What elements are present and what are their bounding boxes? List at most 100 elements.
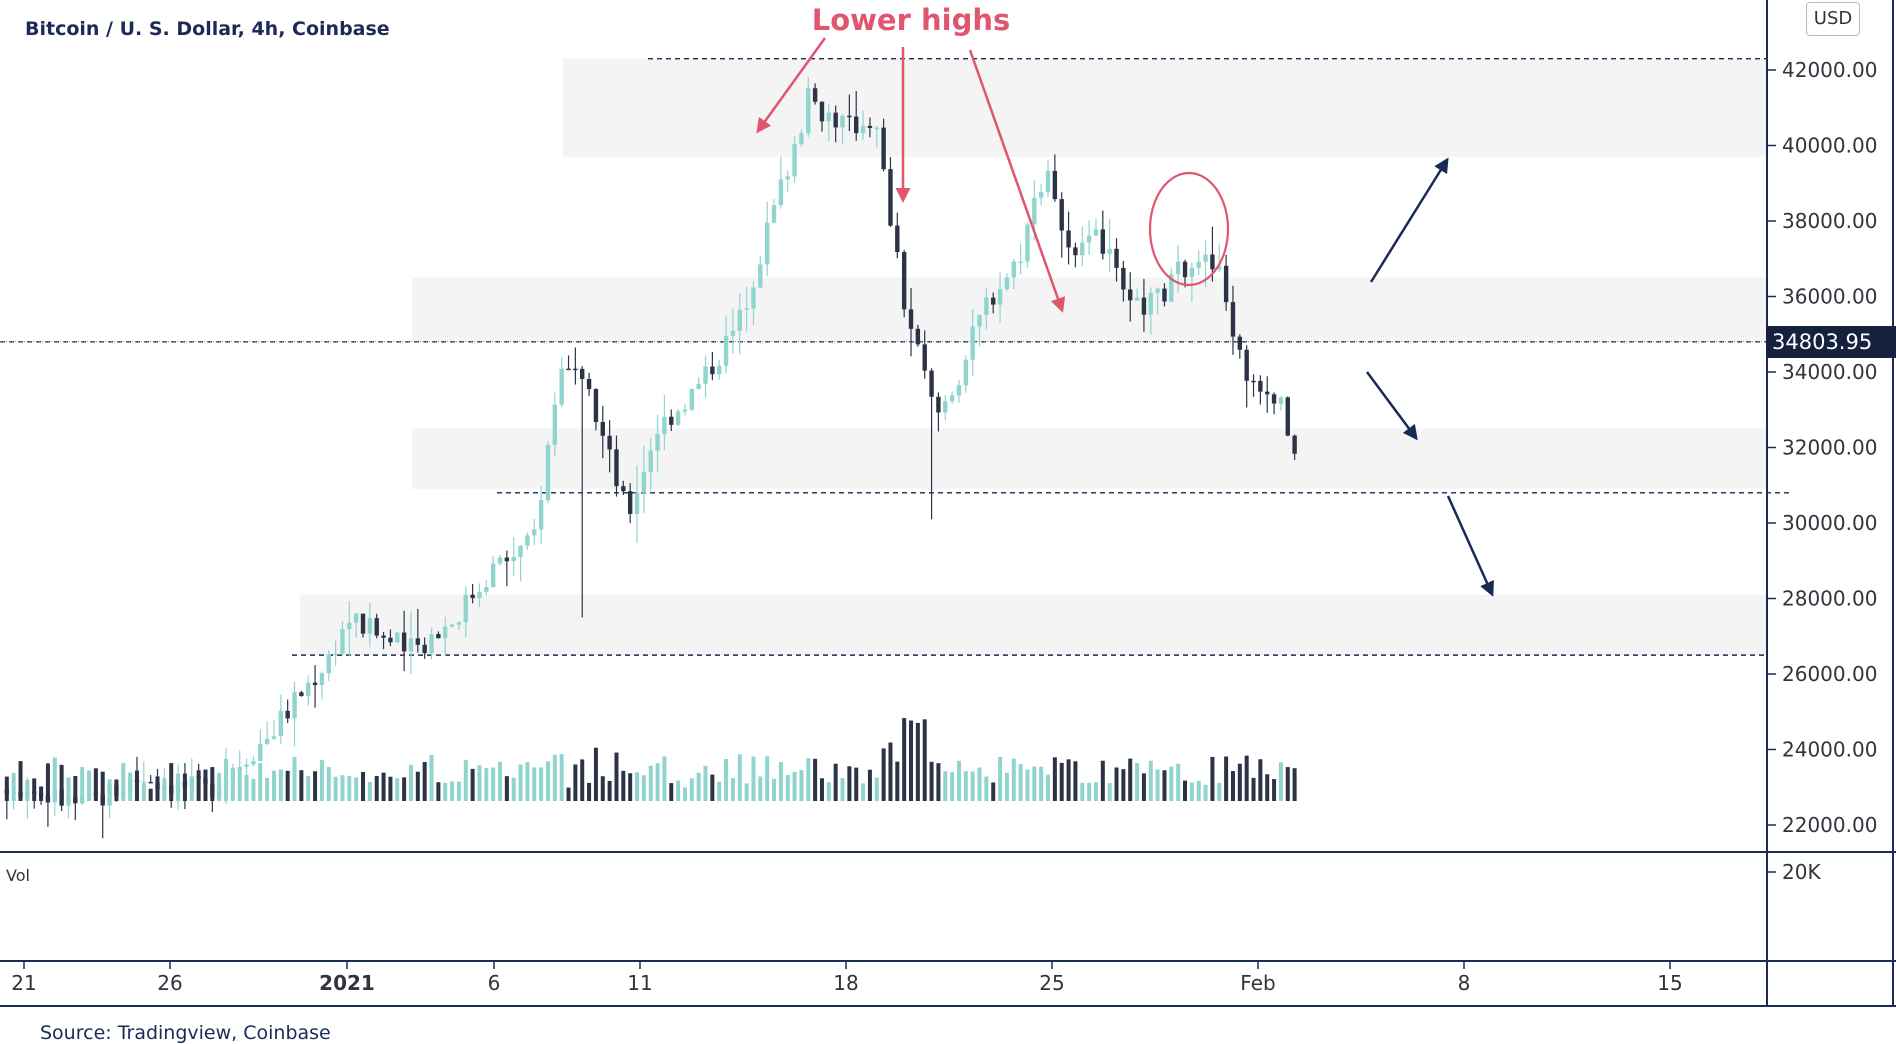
candle-body (395, 632, 400, 643)
candle-body (422, 644, 427, 654)
volume-bar (203, 769, 208, 801)
volume-bar (1073, 761, 1078, 801)
candle-body (443, 626, 448, 639)
candle-body (148, 781, 153, 784)
candle-body (806, 88, 811, 134)
x-tick-label: 18 (833, 971, 858, 995)
source-note: Source: Tradingview, Coinbase (40, 1022, 331, 1044)
volume-bar (936, 763, 941, 801)
x-tick-label: 25 (1039, 971, 1064, 995)
candle-body (888, 169, 893, 226)
volume-bar (655, 763, 660, 801)
volume-bar (80, 767, 85, 801)
candle-body (271, 736, 277, 739)
volume-bar (751, 756, 756, 801)
candle-body (991, 297, 996, 305)
volume-bar (361, 771, 366, 801)
volume-bar (265, 777, 270, 801)
volume-bar (155, 776, 160, 801)
chart-title: Bitcoin / U. S. Dollar, 4h, Coinbase (25, 18, 390, 40)
volume-bar (1121, 769, 1126, 801)
volume-bar (991, 782, 996, 801)
candle-body (847, 115, 852, 118)
volume-bar (915, 722, 920, 801)
volume-bar (210, 767, 215, 801)
y-tick-label: 28000.00 (1782, 587, 1877, 611)
volume-bar (230, 767, 235, 801)
volume-bar (1230, 771, 1235, 801)
volume-bar (415, 771, 420, 801)
lower-high-arrow-3 (968, 49, 1066, 313)
currency-button[interactable]: USD (1806, 2, 1860, 36)
lower-highs-label: Lower highs (812, 3, 1011, 37)
candle-body (1210, 254, 1215, 270)
candle-body (1217, 265, 1222, 270)
vol-tick-label: 20K (1782, 860, 1821, 884)
volume-bar (813, 758, 818, 801)
volume-bar (532, 767, 537, 801)
annotations: Lower highs (756, 3, 1494, 597)
volume-bar (881, 748, 886, 801)
candle-body (374, 618, 379, 636)
volume-bar (1292, 768, 1297, 801)
volume-bar (4, 776, 9, 801)
candle-body (1278, 397, 1284, 404)
candle-body (401, 632, 407, 652)
candle-body (854, 116, 859, 134)
volume-bar (1128, 758, 1133, 801)
volume-bar (922, 719, 927, 801)
candle-body (874, 127, 879, 130)
candle-body (1107, 248, 1112, 254)
x-tick-label: 26 (157, 971, 182, 995)
candle-body (292, 692, 297, 719)
candle-body (943, 401, 948, 413)
volume-bar (1018, 764, 1023, 801)
volume-bar (1011, 758, 1016, 801)
candle-body (559, 368, 564, 405)
candle-body (840, 115, 845, 128)
volume-bar (1004, 772, 1009, 801)
volume-bar (573, 764, 578, 801)
candle-body (545, 444, 551, 501)
candle-body (1114, 248, 1119, 268)
volume-bar (765, 756, 770, 801)
volume-bar (333, 776, 338, 801)
volume-bar (710, 774, 715, 801)
candle-body (717, 365, 722, 375)
volume-bar (600, 776, 605, 801)
candle-body (901, 252, 907, 310)
volume-bar (1162, 770, 1167, 801)
candle-body (285, 710, 290, 719)
y-tick-label: 38000.00 (1782, 209, 1877, 233)
volume-bar (662, 756, 667, 801)
volume-bar (189, 783, 194, 801)
candle-body (1230, 302, 1236, 337)
candle-body (347, 622, 352, 630)
candle-body (258, 743, 263, 762)
volume-bar (703, 765, 708, 801)
volume-bar (1155, 769, 1160, 801)
volume-bar (463, 759, 468, 801)
candle-body (518, 545, 523, 558)
volume-bar (73, 775, 78, 801)
volume-bar (566, 787, 571, 801)
candle-body (1128, 289, 1133, 301)
y-tick-label: 40000.00 (1782, 134, 1877, 158)
candle-body (812, 88, 818, 102)
candle-body (1004, 277, 1010, 290)
volume-bar (525, 762, 530, 801)
volume-bar (943, 771, 948, 801)
candle-body (881, 127, 886, 170)
volume-bar (59, 764, 64, 801)
volume-bar (1059, 762, 1064, 801)
candle-body (278, 710, 284, 737)
volume-bar (498, 761, 503, 801)
candle-body (949, 395, 955, 402)
scenario-arrow-3 (1446, 495, 1494, 597)
candle-body (744, 308, 749, 311)
volume-bar (545, 761, 550, 801)
volume-bar (162, 778, 167, 801)
candle-body (655, 433, 660, 451)
volume-bar (1135, 763, 1140, 801)
candle-body (1025, 224, 1030, 262)
